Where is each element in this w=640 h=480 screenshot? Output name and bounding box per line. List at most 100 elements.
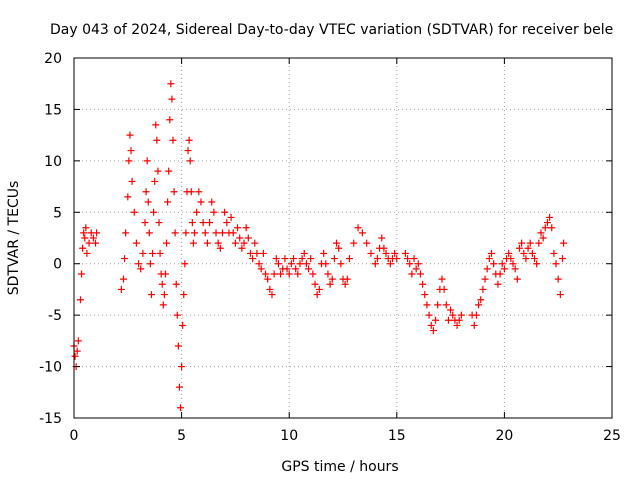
data-point [141,219,149,227]
x-axis-label: GPS time / hours [281,459,398,475]
data-point [528,249,536,257]
data-point [382,249,390,257]
data-point [427,321,435,329]
data-point [335,244,343,252]
data-point [76,296,84,304]
data-point [533,260,541,268]
data-point [178,363,186,371]
data-point [144,198,152,206]
data-point [165,167,173,175]
data-point [475,301,483,309]
data-point [81,234,89,242]
data-point [119,275,127,283]
data-point [410,255,418,263]
data-point [507,255,515,263]
data-point [479,285,487,293]
data-point [425,311,433,319]
data-point [537,229,545,237]
data-point [185,136,193,144]
data-point [290,255,298,263]
data-point [244,234,252,242]
data-point [511,265,519,273]
data-point [548,224,556,232]
data-point [470,321,478,329]
data-point [404,255,412,263]
data-point [73,347,81,355]
data-point [483,265,491,273]
data-point [455,316,463,324]
data-point [172,280,180,288]
data-point [223,219,231,227]
data-point [253,249,261,257]
data-point [82,224,90,232]
data-point [391,249,399,257]
data-point [281,255,289,263]
data-point [155,219,163,227]
data-point [408,270,416,278]
data-point [206,219,214,227]
data-point [515,244,523,252]
data-point [236,234,244,242]
data-point [199,219,207,227]
data-point [242,224,250,232]
data-point [149,249,157,257]
data-point [181,260,189,268]
data-point [193,208,201,216]
data-point [191,229,199,237]
data-point [300,249,308,257]
data-point [513,275,521,283]
data-point [401,249,409,257]
data-point [170,188,178,196]
data-point [166,116,174,124]
data-point [184,147,192,155]
data-point [487,249,495,257]
data-point [175,383,183,391]
data-point [543,219,551,227]
data-point [277,270,285,278]
data-point [421,291,429,299]
data-point [158,280,166,288]
data-point [358,229,366,237]
data-point [71,352,79,360]
data-point [472,311,480,319]
data-point [259,249,267,257]
data-point [221,208,229,216]
data-point [201,229,209,237]
data-point [195,188,203,196]
data-point [150,208,158,216]
data-point [550,249,558,257]
data-point [481,275,489,283]
data-point [189,239,197,247]
data-point [429,327,437,335]
data-point [546,213,554,221]
data-point [177,404,185,412]
data-point [179,321,187,329]
data-point [320,249,328,257]
data-point [264,275,272,283]
data-point [285,270,293,278]
data-point [500,265,508,273]
data-point [298,255,306,263]
data-point [442,301,450,309]
data-point [163,239,171,247]
data-point [93,229,101,237]
data-point [311,280,319,288]
data-point [432,316,440,324]
x-tick-label: 5 [177,428,186,444]
data-point [496,270,504,278]
data-point [161,270,169,278]
data-point [139,249,147,257]
data-point [524,244,532,252]
data-point [229,229,237,237]
data-point [79,244,87,252]
data-point [494,280,502,288]
y-tick-label: 5 [53,205,62,221]
data-point [126,131,134,139]
data-point [249,255,257,263]
data-point [231,239,239,247]
data-point [128,177,136,185]
data-point [423,301,431,309]
data-point [257,265,265,273]
data-point [208,198,216,206]
data-point [449,311,457,319]
